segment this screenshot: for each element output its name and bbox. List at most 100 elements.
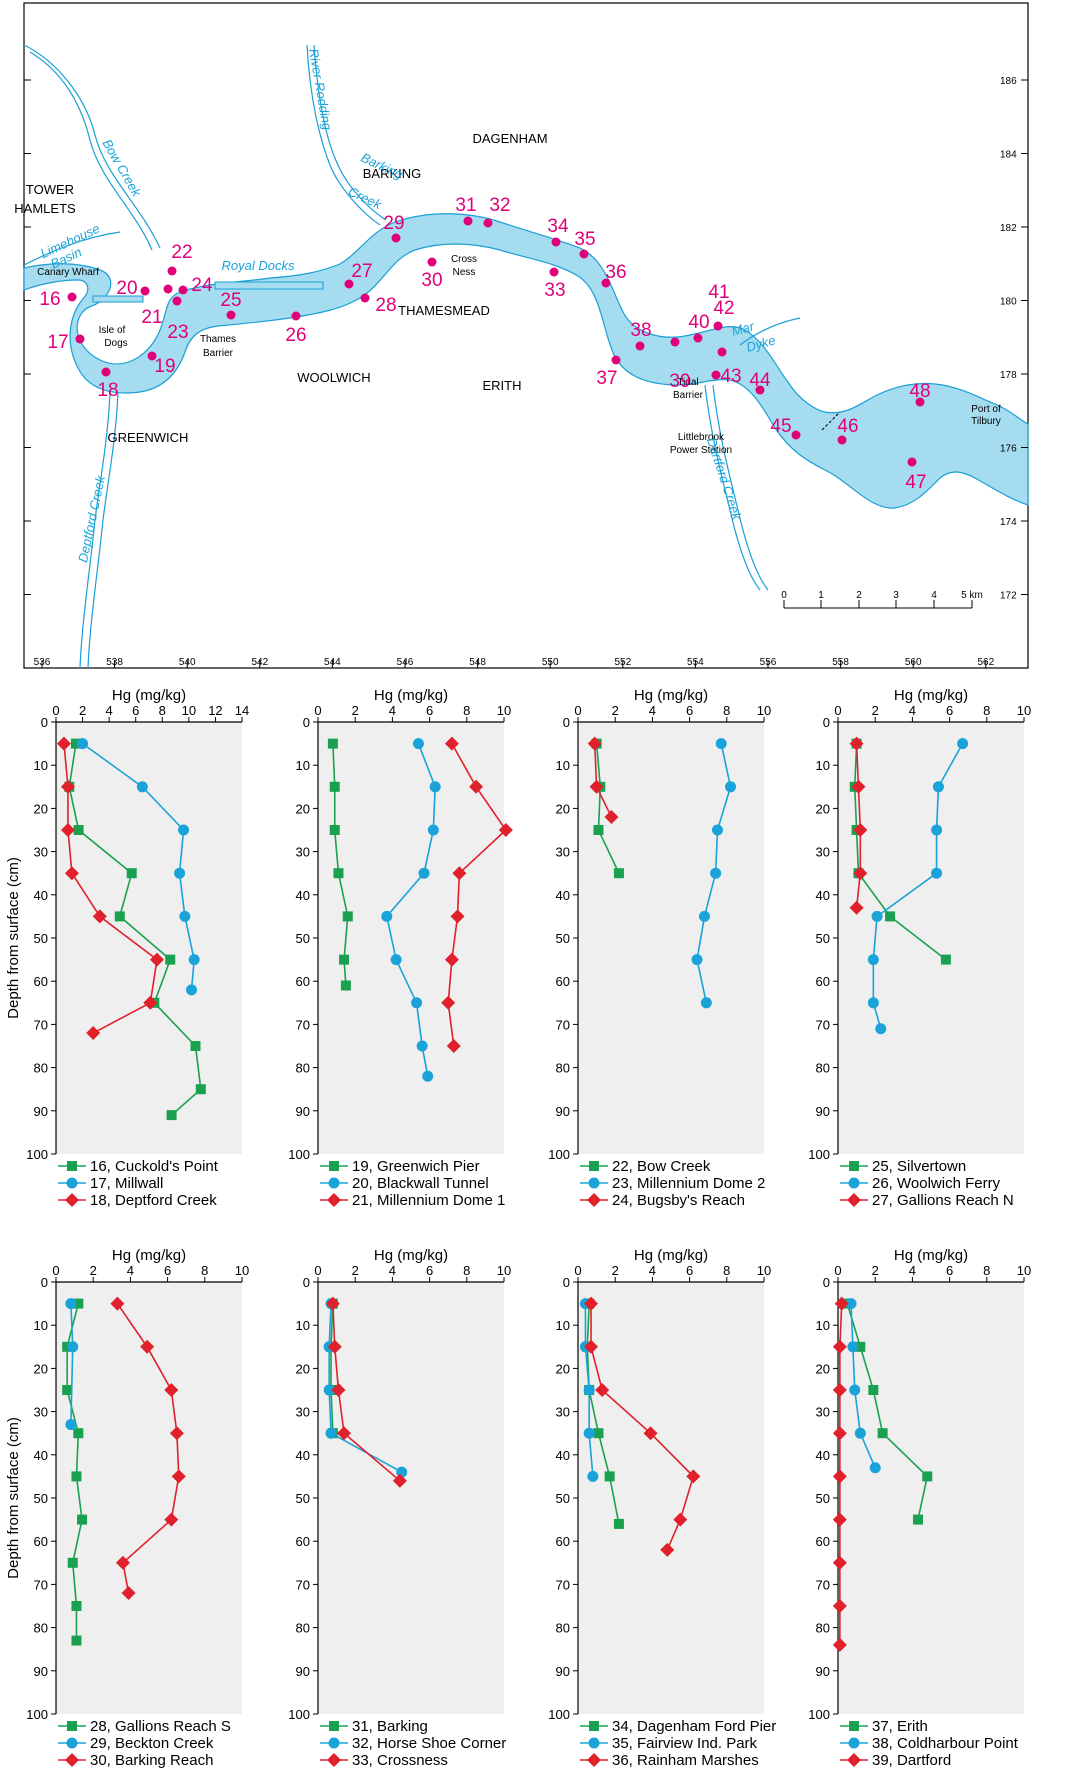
site-marker <box>427 257 437 267</box>
northing-label: 184 <box>1000 150 1017 161</box>
x-axis-title: Hg (mg/kg) <box>894 1247 968 1264</box>
data-point <box>337 1426 352 1441</box>
y-tick-label: 20 <box>556 1361 570 1376</box>
legend-label: 27, Gallions Reach N <box>872 1192 1014 1209</box>
legend-label: 25, Silvertown <box>872 1158 966 1175</box>
river-rodding-line-2 <box>313 44 387 221</box>
data-point <box>834 1296 849 1311</box>
data-point <box>871 910 883 922</box>
easting-label: 548 <box>469 657 486 668</box>
data-point <box>92 909 107 924</box>
plot-area <box>838 722 1024 1154</box>
x-tick-label: 2 <box>872 703 879 718</box>
data-point <box>710 867 722 879</box>
place-label: DAGENHAM <box>472 131 547 146</box>
depth-profile-chart: Hg (mg/kg)0 2 4 6 8 1001020304050607080901003… <box>288 1247 511 1769</box>
legend-entry: 31, Barking <box>320 1718 428 1735</box>
legend-label: 38, Coldharbour Point <box>872 1735 1019 1752</box>
legend-entry: 26, Woolwich Ferry <box>840 1175 1001 1192</box>
site-marker <box>163 284 173 294</box>
y-tick-label: 0 <box>41 715 48 730</box>
data-point <box>867 954 879 966</box>
y-tick-label: 80 <box>816 1061 830 1076</box>
x-tick-label: 10 <box>497 703 511 718</box>
site-marker <box>483 218 493 228</box>
data-point <box>686 1469 701 1484</box>
site-marker <box>291 311 301 321</box>
legend-entry: 17, Millwall <box>58 1175 163 1192</box>
data-point <box>847 1753 861 1767</box>
place-label: Port of <box>971 404 1001 415</box>
data-point <box>411 997 423 1009</box>
data-point <box>849 1161 859 1171</box>
data-point <box>77 1514 88 1525</box>
series <box>849 736 868 915</box>
site-marker <box>75 334 85 344</box>
data-point <box>583 1384 595 1396</box>
water-label: Dyke <box>745 333 777 355</box>
data-point <box>587 1753 601 1767</box>
canary-wharf-basin <box>92 295 144 303</box>
data-point <box>164 1512 179 1527</box>
data-point <box>164 1383 179 1397</box>
y-tick-label: 10 <box>556 1318 570 1333</box>
site-number: 44 <box>749 370 771 391</box>
easting-label: 556 <box>760 657 777 668</box>
legend-label: 20, Blackwall Tunnel <box>352 1175 489 1192</box>
y-tick-label: 60 <box>296 1534 310 1549</box>
legend-entry: 21, Millennium Dome 1 <box>320 1192 505 1209</box>
series-line <box>116 1303 180 1594</box>
legend-entry: 39, Dartford <box>840 1752 951 1769</box>
x-axis-title: Hg (mg/kg) <box>374 687 448 704</box>
data-point <box>323 1384 335 1396</box>
series <box>327 738 353 991</box>
site-number: 43 <box>720 366 741 387</box>
y-tick-label: 70 <box>296 1577 310 1592</box>
easting-label: 554 <box>687 657 704 668</box>
y-tick-label: 70 <box>556 1017 570 1032</box>
data-point <box>589 1721 599 1731</box>
y-tick-label: 20 <box>296 801 310 816</box>
data-point <box>588 1177 600 1189</box>
data-point <box>328 1737 340 1749</box>
y-tick-label: 10 <box>296 1318 310 1333</box>
scale-label: 0 <box>781 590 787 601</box>
legend-label: 26, Woolwich Ferry <box>872 1175 1001 1192</box>
place-label: ERITH <box>483 378 522 393</box>
legend-label: 24, Bugsby's Reach <box>612 1192 745 1209</box>
site-marker <box>670 337 680 347</box>
y-tick-label: 80 <box>34 1061 48 1076</box>
data-point <box>195 1084 206 1095</box>
site-marker <box>67 292 77 302</box>
depth-profile-chart: Hg (mg/kg)0 2 4 6 8 1001020304050607080901003… <box>808 1247 1031 1769</box>
northing-label: 176 <box>1000 444 1017 455</box>
y-tick-label: 80 <box>296 1621 310 1636</box>
site-number: 35 <box>574 229 595 250</box>
place-label: Dogs <box>104 338 127 349</box>
data-point <box>327 1193 341 1207</box>
data-point <box>700 997 712 1009</box>
data-point <box>922 1471 933 1482</box>
data-point <box>832 1599 847 1613</box>
place-label: Cross <box>451 254 477 265</box>
plot-area <box>578 722 764 1154</box>
y-tick-label: 20 <box>34 1361 48 1376</box>
x-axis-title: Hg (mg/kg) <box>634 687 708 704</box>
scale-label: 5 km <box>961 590 983 601</box>
y-tick-label: 20 <box>556 801 570 816</box>
y-tick-label: 100 <box>808 1707 830 1722</box>
data-point <box>587 1470 599 1482</box>
data-point <box>70 738 81 749</box>
y-tick-label: 50 <box>556 931 570 946</box>
data-point <box>584 1339 599 1354</box>
site-number: 20 <box>116 278 137 299</box>
x-tick-label: 2 <box>612 703 619 718</box>
y-tick-label: 50 <box>296 1491 310 1506</box>
data-point <box>329 1161 339 1171</box>
data-point <box>186 984 198 996</box>
x-tick-label: 8 <box>983 703 990 718</box>
data-point <box>71 1601 82 1611</box>
data-point <box>165 954 176 965</box>
site-number: 37 <box>596 368 617 389</box>
y-tick-label: 40 <box>816 1448 830 1463</box>
